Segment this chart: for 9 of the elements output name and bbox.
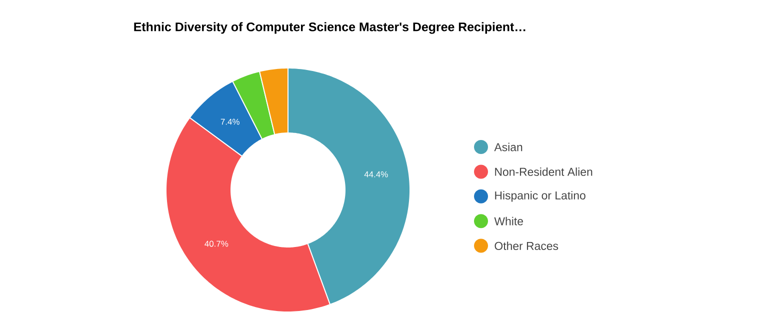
legend-label: Other Races <box>494 242 558 250</box>
legend-label: Asian <box>494 142 522 152</box>
data-label: 7.4% <box>220 118 240 125</box>
legend-label: Non-Resident Alien <box>495 167 592 176</box>
legend-label: White <box>494 216 523 226</box>
data-label: 40.7% <box>204 240 228 247</box>
chart-title: Ethnic Diversity of Computer Science Master's Degree Recipient… <box>134 22 526 34</box>
legend-label: Hispanic or Latino <box>495 191 586 202</box>
data-label: 44.4% <box>364 171 388 178</box>
